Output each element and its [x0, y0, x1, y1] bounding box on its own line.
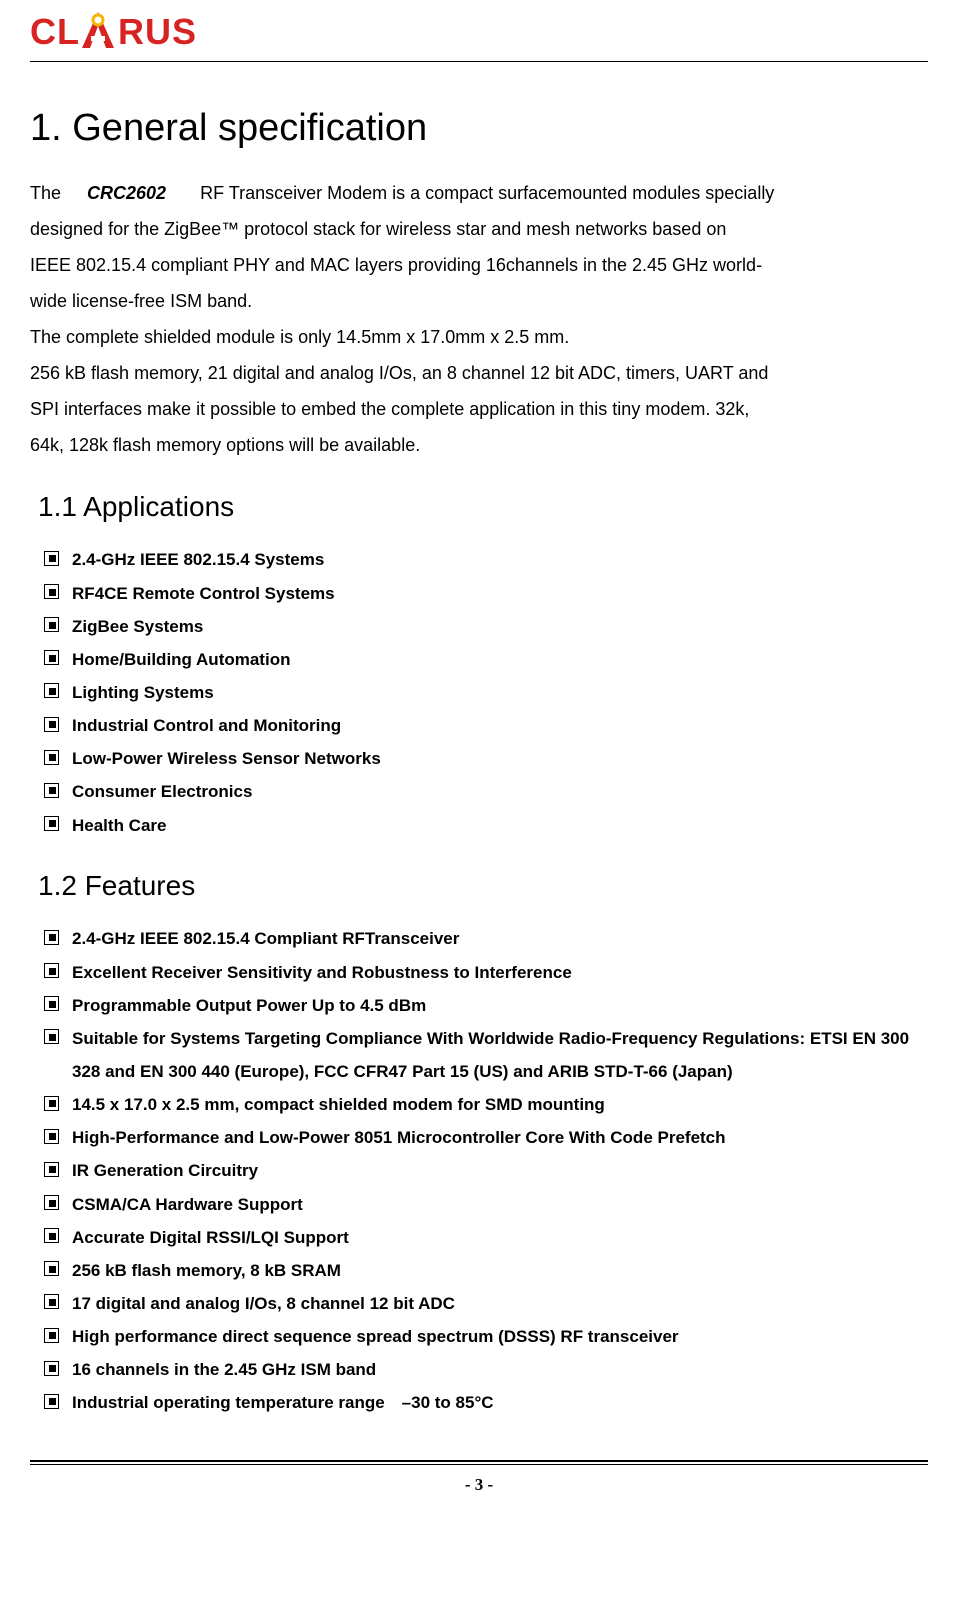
intro-text: wide license-free ISM band.: [30, 291, 252, 311]
list-item: Consumer Electronics: [44, 775, 928, 808]
list-item: RF4CE Remote Control Systems: [44, 577, 928, 610]
list-item: High-Performance and Low-Power 8051 Micr…: [44, 1121, 928, 1154]
section-heading-1: 1. General specification: [30, 98, 928, 159]
subsection-heading-applications: 1.1 Applications: [38, 485, 928, 530]
features-list: 2.4-GHz IEEE 802.15.4 Compliant RFTransc…: [30, 922, 928, 1419]
list-item: IR Generation Circuitry: [44, 1154, 928, 1187]
applications-list: 2.4-GHz IEEE 802.15.4 Systems RF4CE Remo…: [30, 543, 928, 841]
list-item: 2.4-GHz IEEE 802.15.4 Systems: [44, 543, 928, 576]
list-item: CSMA/CA Hardware Support: [44, 1188, 928, 1221]
intro-text: 64k, 128k flash memory options will be a…: [30, 435, 420, 455]
list-item: Excellent Receiver Sensitivity and Robus…: [44, 956, 928, 989]
list-item: High performance direct sequence spread …: [44, 1320, 928, 1353]
intro-text: SPI interfaces make it possible to embed…: [30, 399, 749, 419]
svg-text:RUS: RUS: [118, 11, 197, 52]
intro-text: The: [30, 183, 61, 203]
list-item: 17 digital and analog I/Os, 8 channel 12…: [44, 1287, 928, 1320]
page-header: CL RUS: [30, 0, 928, 62]
list-item: 16 channels in the 2.45 GHz ISM band: [44, 1353, 928, 1386]
intro-text: IEEE 802.15.4 compliant PHY and MAC laye…: [30, 255, 762, 275]
intro-text: designed for the ZigBee™ protocol stack …: [30, 219, 726, 239]
intro-paragraph: The CRC2602 RF Transceiver Modem is a comp…: [30, 175, 928, 463]
intro-text: 256 kB flash memory, 21 digital and anal…: [30, 363, 768, 383]
product-name: CRC2602: [87, 183, 166, 203]
subsection-heading-features: 1.2 Features: [38, 864, 928, 909]
list-item: Suitable for Systems Targeting Complianc…: [44, 1022, 928, 1088]
list-item: Industrial operating temperature range –…: [44, 1386, 928, 1419]
list-item: Health Care: [44, 809, 928, 842]
list-item: 2.4-GHz IEEE 802.15.4 Compliant RFTransc…: [44, 922, 928, 955]
footer-divider: [30, 1460, 928, 1466]
list-item: Programmable Output Power Up to 4.5 dBm: [44, 989, 928, 1022]
list-item: Accurate Digital RSSI/LQI Support: [44, 1221, 928, 1254]
svg-text:CL: CL: [30, 11, 80, 52]
clarus-logo-svg: CL RUS: [30, 10, 240, 52]
brand-logo: CL RUS: [30, 8, 240, 54]
intro-text: The complete shielded module is only 14.…: [30, 327, 569, 347]
list-item: Home/Building Automation: [44, 643, 928, 676]
list-item: 256 kB flash memory, 8 kB SRAM: [44, 1254, 928, 1287]
intro-text: RF Transceiver Modem is a compact surfac…: [200, 183, 774, 203]
list-item: 14.5 x 17.0 x 2.5 mm, compact shielded m…: [44, 1088, 928, 1121]
list-item: Low-Power Wireless Sensor Networks: [44, 742, 928, 775]
list-item: ZigBee Systems: [44, 610, 928, 643]
list-item: Industrial Control and Monitoring: [44, 709, 928, 742]
list-item: Lighting Systems: [44, 676, 928, 709]
page-number: - 3 -: [30, 1465, 928, 1518]
